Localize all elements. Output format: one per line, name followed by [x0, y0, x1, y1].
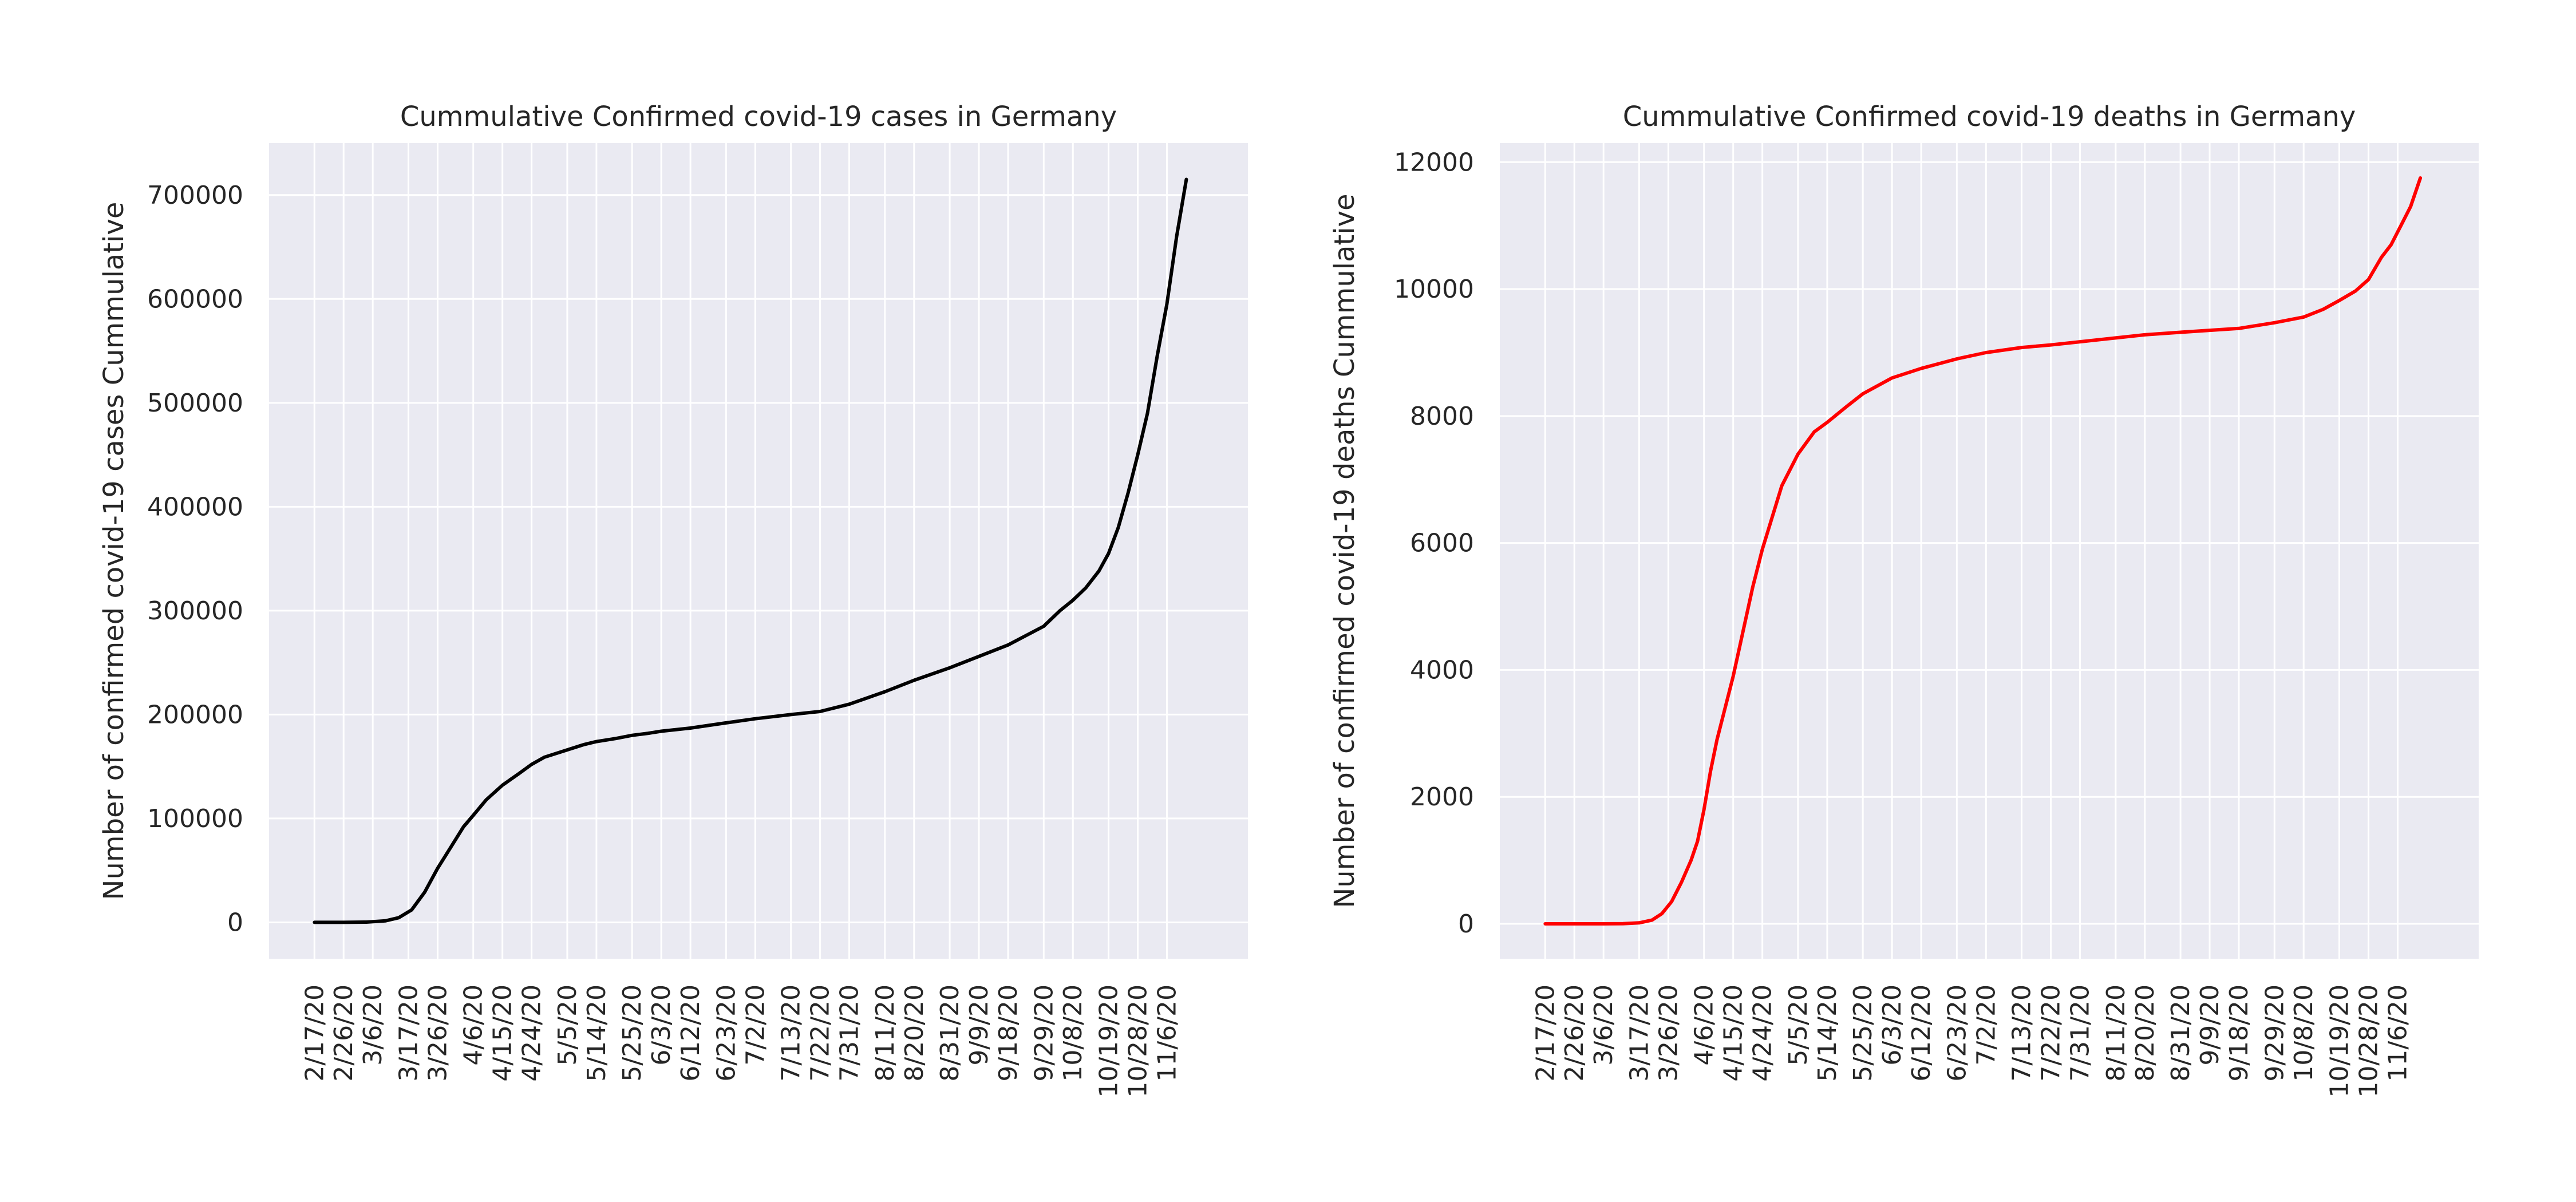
y-tick-label: 700000 [147, 181, 243, 210]
x-tick-label: 11/6/20 [1152, 984, 1182, 1082]
x-tick-label: 6/12/20 [676, 984, 705, 1082]
x-tick-label: 7/13/20 [777, 984, 806, 1082]
plot-area-deaths [1500, 143, 2479, 959]
y-ticks-deaths: 0 2000 4000 6000 8000 10000 12000 [1394, 148, 1474, 939]
x-tick-label: 6/23/20 [712, 984, 741, 1082]
y-tick-label: 400000 [147, 492, 243, 521]
x-tick-label: 7/31/20 [2066, 984, 2095, 1082]
x-tick-label: 4/24/20 [517, 984, 547, 1082]
x-tick-label: 4/6/20 [1690, 984, 1719, 1066]
x-tick-label: 8/11/20 [871, 984, 900, 1082]
x-tick-label: 7/31/20 [835, 984, 864, 1082]
x-tick-label: 9/9/20 [965, 984, 994, 1066]
x-tick-label: 7/2/20 [1971, 984, 2001, 1066]
y-tick-label: 600000 [147, 284, 243, 314]
plot-area-cases [269, 143, 1248, 959]
gridlines-cases [269, 143, 1248, 959]
x-tick-label: 5/5/20 [1784, 984, 1813, 1066]
y-tick-label: 4000 [1410, 655, 1474, 685]
y-tick-label: 100000 [147, 804, 243, 833]
x-tick-label: 6/3/20 [1878, 984, 1907, 1066]
x-tick-label: 10/28/20 [2354, 984, 2383, 1098]
y-tick-label: 0 [1458, 910, 1474, 939]
x-tick-label: 11/6/20 [2383, 984, 2412, 1082]
cases-line [313, 177, 1188, 924]
x-tick-label: 3/26/20 [423, 984, 452, 1082]
x-tick-label: 8/11/20 [2101, 984, 2131, 1082]
x-tick-label: 5/14/20 [582, 984, 611, 1082]
x-tick-label: 10/8/20 [1058, 984, 1088, 1082]
x-tick-label: 4/15/20 [488, 984, 517, 1082]
x-tick-label: 6/3/20 [647, 984, 676, 1066]
x-tick-label: 5/25/20 [618, 984, 647, 1082]
chart-deaths: 0 2000 4000 6000 8000 10000 12000 2/17/20 2/26/… [1329, 101, 2479, 1098]
x-tick-label: 2/26/20 [329, 984, 358, 1082]
x-tick-label: 8/31/20 [935, 984, 965, 1082]
x-tick-label: 6/23/20 [1942, 984, 1971, 1082]
x-tick-label: 8/31/20 [2166, 984, 2195, 1082]
y-tick-label: 6000 [1410, 529, 1474, 558]
x-tick-label: 9/29/20 [1029, 984, 1058, 1082]
x-tick-label: 7/22/20 [806, 984, 835, 1082]
chart-cases: 0 100000 200000 300000 400000 500000 600000 700… [98, 101, 1248, 1098]
x-tick-label: 8/20/20 [900, 984, 929, 1082]
x-tick-label: 3/17/20 [394, 984, 423, 1082]
deaths-line [1543, 176, 2423, 926]
x-tick-label: 4/24/20 [1748, 984, 1777, 1082]
x-tick-label: 8/20/20 [2131, 984, 2160, 1082]
x-tick-label: 4/15/20 [1719, 984, 1748, 1082]
x-tick-label: 10/19/20 [2325, 984, 2354, 1098]
y-tick-label: 2000 [1410, 782, 1474, 812]
y-axis-label-deaths: Number of confirmed covid-19 deaths Cumm… [1329, 193, 1361, 908]
x-tick-label: 10/28/20 [1123, 984, 1152, 1098]
x-tick-label: 10/8/20 [2289, 984, 2318, 1082]
y-tick-label: 8000 [1410, 402, 1474, 431]
x-ticks-deaths: 2/17/20 2/26/20 3/6/20 3/17/20 3/26/20 4/6/20… [1531, 984, 2412, 1098]
x-tick-label: 9/29/20 [2260, 984, 2289, 1082]
x-tick-label: 5/5/20 [553, 984, 582, 1066]
x-tick-label: 7/13/20 [2008, 984, 2037, 1082]
y-ticks-cases: 0 100000 200000 300000 400000 500000 600000 700… [147, 181, 243, 938]
x-tick-label: 9/9/20 [2195, 984, 2225, 1066]
x-tick-label: 3/6/20 [1589, 984, 1618, 1066]
y-tick-label: 300000 [147, 596, 243, 626]
y-tick-label: 500000 [147, 389, 243, 418]
x-tick-label: 2/26/20 [1560, 984, 1589, 1082]
x-tick-label: 10/19/20 [1095, 984, 1124, 1098]
y-tick-label: 200000 [147, 700, 243, 729]
x-tick-label: 3/6/20 [358, 984, 388, 1066]
x-tick-label: 5/25/20 [1848, 984, 1878, 1082]
y-axis-label-cases: Number of confirmed covid-19 cases Cummu… [98, 202, 130, 900]
y-tick-label: 12000 [1394, 148, 1474, 177]
x-tick-label: 5/14/20 [1813, 984, 1842, 1082]
x-ticks-cases: 2/17/20 2/26/20 3/6/20 3/17/20 3/26/20 4/6/20… [300, 984, 1182, 1098]
x-tick-label: 2/17/20 [1531, 984, 1560, 1082]
x-tick-label: 9/18/20 [2225, 984, 2254, 1082]
y-tick-label: 10000 [1394, 275, 1474, 304]
x-tick-label: 3/17/20 [1625, 984, 1654, 1082]
x-tick-label: 4/6/20 [459, 984, 488, 1066]
x-tick-label: 7/2/20 [741, 984, 770, 1066]
x-tick-label: 3/26/20 [1654, 984, 1683, 1082]
x-tick-label: 9/18/20 [994, 984, 1023, 1082]
x-tick-label: 7/22/20 [2037, 984, 2066, 1082]
chart-title-deaths: Cummulative Confirmed covid-19 deaths in… [1623, 101, 2356, 133]
y-tick-label: 0 [227, 908, 243, 937]
chart-title-cases: Cummulative Confirmed covid-19 cases in … [400, 101, 1117, 133]
x-tick-label: 6/12/20 [1907, 984, 1936, 1082]
x-tick-label: 2/17/20 [300, 984, 329, 1082]
